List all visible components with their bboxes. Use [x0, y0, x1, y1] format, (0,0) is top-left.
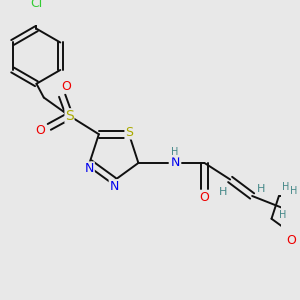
Text: H: H	[171, 147, 179, 157]
Text: S: S	[125, 126, 133, 139]
Text: H: H	[257, 184, 266, 194]
Text: N: N	[85, 162, 94, 175]
Text: N: N	[109, 180, 119, 193]
Text: H: H	[279, 210, 286, 220]
Text: N: N	[170, 157, 180, 169]
Text: H: H	[283, 182, 290, 192]
Text: O: O	[200, 191, 209, 204]
Text: H: H	[290, 186, 297, 196]
Text: O: O	[35, 124, 45, 137]
Text: O: O	[61, 80, 71, 93]
Text: Cl: Cl	[30, 0, 43, 10]
Text: O: O	[286, 233, 296, 247]
Text: H: H	[219, 187, 227, 197]
Text: S: S	[65, 109, 74, 123]
